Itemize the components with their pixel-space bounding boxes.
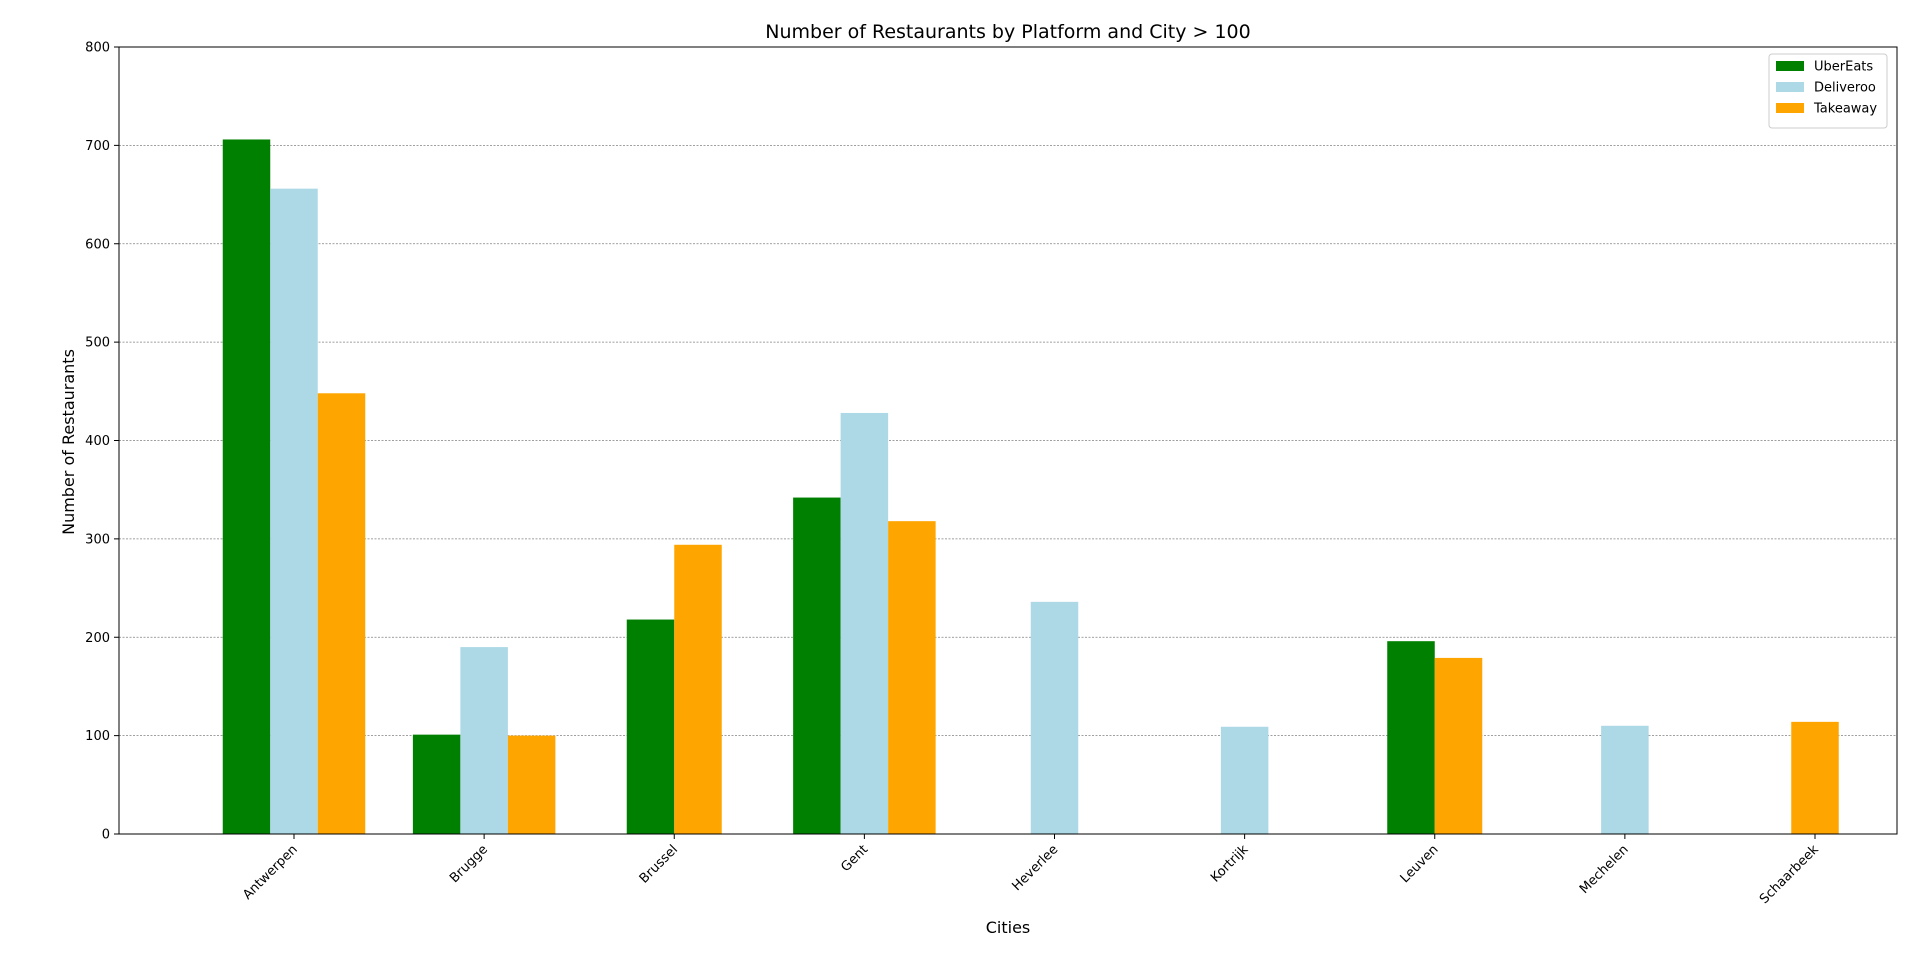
bar-ubereats-brugge bbox=[412, 734, 461, 834]
bar-deliveroo-brugge bbox=[460, 647, 508, 834]
x-tick-label: Leuven bbox=[1398, 842, 1442, 886]
x-tick-label: Gent bbox=[838, 842, 871, 875]
legend-label-takeaway: Takeaway bbox=[1813, 102, 1877, 117]
legend-label-ubereats: UberEats bbox=[1814, 60, 1873, 75]
legend-label-deliveroo: Deliveroo bbox=[1814, 81, 1876, 96]
bar-deliveroo-gent bbox=[840, 412, 889, 834]
x-axis-title: Cities bbox=[986, 918, 1031, 937]
grid-lines bbox=[119, 144, 1897, 737]
bar-ubereats-antwerpen bbox=[222, 139, 271, 834]
bar-ubereats-leuven bbox=[1387, 641, 1435, 834]
bar-takeaway-brugge bbox=[507, 735, 556, 834]
bar-takeaway-schaarbeek bbox=[1791, 721, 1839, 834]
bars bbox=[222, 139, 1839, 834]
y-axis-title: Number of Restaurants bbox=[59, 349, 78, 535]
y-tick-label: 500 bbox=[85, 336, 110, 351]
x-tick-label: Antwerpen bbox=[240, 842, 301, 903]
legend: UberEats Deliveroo Takeaway bbox=[1768, 53, 1888, 129]
x-tick-label: Kortrijk bbox=[1208, 842, 1252, 886]
legend-swatch-takeaway bbox=[1776, 103, 1804, 113]
y-tick-label: 300 bbox=[85, 532, 110, 547]
chart-title: Number of Restaurants by Platform and Ci… bbox=[765, 21, 1250, 43]
x-tick-label: Heverlee bbox=[1009, 842, 1061, 894]
bar-deliveroo-heverlee bbox=[1030, 601, 1079, 834]
x-tick-label: Schaarbeek bbox=[1757, 842, 1822, 907]
bar-ubereats-gent bbox=[793, 497, 841, 834]
legend-swatch-deliveroo bbox=[1776, 82, 1804, 92]
y-tick-label: 0 bbox=[102, 828, 110, 843]
y-tick-label: 800 bbox=[85, 41, 110, 56]
y-tick-label: 400 bbox=[85, 434, 110, 449]
y-tick-label: 100 bbox=[85, 729, 110, 744]
bar-ubereats-brussel bbox=[626, 619, 675, 834]
bar-takeaway-brussel bbox=[674, 544, 722, 834]
x-tick-label: Brugge bbox=[447, 842, 491, 886]
bar-takeaway-leuven bbox=[1434, 657, 1483, 834]
x-tick-label: Brussel bbox=[637, 842, 681, 886]
plot-frame bbox=[118, 46, 1898, 835]
y-tick-label: 600 bbox=[85, 237, 110, 252]
bar-takeaway-gent bbox=[888, 521, 936, 834]
bar-deliveroo-kortrijk bbox=[1220, 726, 1269, 834]
y-tick-label: 700 bbox=[85, 139, 110, 154]
legend-swatch-ubereats bbox=[1776, 61, 1804, 71]
bar-deliveroo-antwerpen bbox=[270, 188, 318, 834]
y-tick-label: 200 bbox=[85, 631, 110, 646]
bar-takeaway-antwerpen bbox=[317, 393, 366, 834]
x-tick-label: Mechelen bbox=[1577, 842, 1632, 897]
bar-deliveroo-mechelen bbox=[1601, 725, 1649, 834]
